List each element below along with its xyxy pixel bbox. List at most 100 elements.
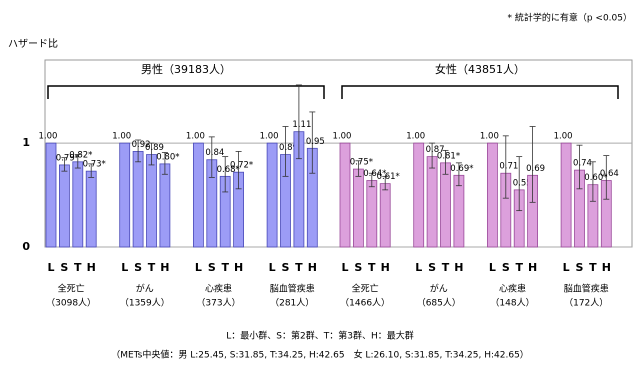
value-label: 1.00 [406,132,425,142]
bar-label: S [134,261,142,274]
bar-label: L [121,261,128,274]
value-label: 1.11 [292,120,311,130]
bar-label: T [442,261,450,274]
value-label: 0.69* [450,164,473,174]
bar [426,156,438,248]
bar-label: H [308,261,317,274]
bar-label: H [234,261,243,274]
bar [266,142,278,248]
value-label: 0.80* [156,152,179,162]
bar [379,183,391,248]
bar-label: S [354,261,362,274]
value-label: 0.64* [363,169,386,179]
value-label: 0.69 [526,164,545,174]
y-tick-label: 0 [22,240,30,253]
bar [352,168,364,248]
value-label: 0.73* [83,160,106,170]
footnote: L：最小群、S：第2群、T：第3群、H：最大群 [226,330,413,342]
category-count: （685人） [417,298,461,309]
bar [146,154,157,248]
bar-label: H [381,261,390,274]
bar [486,142,498,248]
bar-label: H [602,261,611,274]
bar [45,142,57,248]
value-label: 1.00 [39,132,58,142]
bar [159,163,171,248]
bar-label: L [269,261,276,274]
bar [560,142,572,248]
value-label: 1.00 [480,132,499,142]
value-label: 0.75* [350,158,373,168]
category-count: （1466人） [340,298,390,309]
bar-label: H [528,261,537,274]
bar-label: H [454,261,463,274]
value-label: 1.00 [112,132,131,142]
bar [72,161,84,248]
category-count: （1359人） [120,298,170,309]
bar-label: T [589,261,597,274]
bar-label: H [87,261,96,274]
panel-label: 男性（39183人） [141,62,231,76]
bar-label: T [368,261,376,274]
bar [413,142,425,248]
bar-label: S [282,261,290,274]
note: * 統計学的に有意（p <0.05） [507,12,632,24]
bar-label: L [489,261,496,274]
bar-label: S [60,261,68,274]
bar [132,151,144,248]
bar-label: S [576,261,584,274]
value-label: 0.89 [279,143,298,153]
panel-brace [341,85,619,99]
value-label: 0.95 [306,137,325,147]
bar-label: T [295,261,303,274]
category-label: 心疾患 [205,283,232,295]
value-label: 0.60* [584,173,607,183]
bar-label: S [428,261,436,274]
bar-label: T [148,261,156,274]
bar [85,170,97,248]
category-label: 脳血管疾患 [564,283,609,295]
bar [440,162,451,248]
category-count: （148人） [490,298,534,309]
bar-label: L [341,261,348,274]
bar-label: L [563,261,570,274]
category-label: 脳血管疾患 [270,283,315,295]
bar-label: L [47,261,54,274]
panel-label: 女性（43851人） [435,62,525,76]
bar-label: L [415,261,422,274]
value-label: 0.82* [69,150,92,160]
category-label: 心疾患 [499,283,526,295]
bar [192,142,204,248]
value-label: 0.79* [56,153,79,163]
value-label: 1.00 [554,132,573,142]
value-label: 0.68* [217,165,240,175]
value-label: 1.00 [186,132,205,142]
panel-brace [47,85,325,99]
value-label: 0.87 [426,145,445,155]
value-label: 0.84 [205,148,224,158]
bar-label: T [221,261,229,274]
category-label: がん [136,283,154,295]
bar [59,164,70,248]
footnote: （METs中央値：男 L:25.45, S:31.85, T:34.25, H:… [111,349,529,361]
category-count: （281人） [270,298,314,309]
value-label: 0.81* [437,151,460,161]
value-label: 0.71 [499,162,518,172]
bar [119,142,131,248]
bar-label: S [502,261,510,274]
bar-label: S [208,261,216,274]
category-count: （373人） [196,298,240,309]
value-label: 0.74 [573,159,592,169]
value-label: 0.55 [513,178,532,188]
category-count: （172人） [564,298,608,309]
bar-label: T [515,261,523,274]
category-label: がん [430,283,448,295]
category-count: （3098人） [46,298,96,309]
value-label: 0.72* [230,161,253,171]
category-label: 全死亡 [58,283,85,295]
value-label: 0.92 [132,140,151,150]
value-label: 1.00 [260,132,279,142]
value-label: 0.89 [145,143,164,153]
y-tick-label: 1 [22,136,30,149]
